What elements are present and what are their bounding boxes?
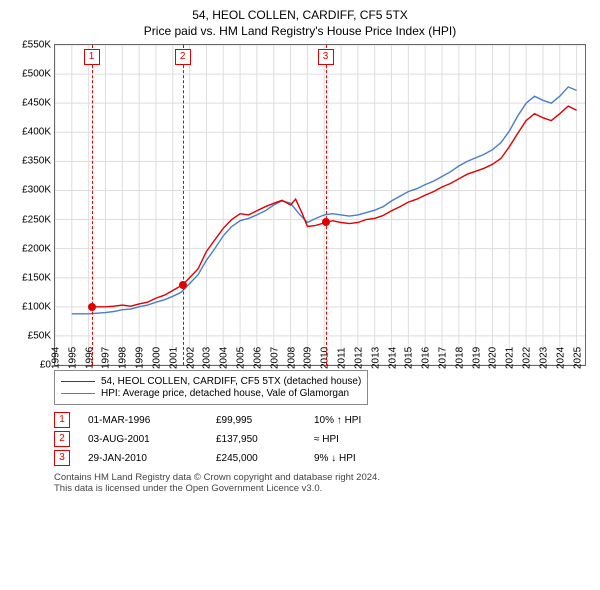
y-tick-label: £150K <box>22 272 55 283</box>
legend: 54, HEOL COLLEN, CARDIFF, CF5 5TX (detac… <box>54 370 368 405</box>
x-tick-label: 2010 <box>318 347 331 369</box>
legend-swatch <box>61 393 95 394</box>
x-tick-label: 2012 <box>351 347 364 369</box>
chart-container: £0£50K£100K£150K£200K£250K£300K£350K£400… <box>54 44 584 364</box>
transaction-point <box>88 303 96 311</box>
transaction-date: 29-JAN-2010 <box>88 453 198 464</box>
x-tick-label: 2024 <box>553 347 566 369</box>
transactions-table: 1 01-MAR-1996 £99,995 10% ↑ HPI 2 03-AUG-2001… <box>54 412 590 466</box>
x-tick-label: 2014 <box>385 347 398 369</box>
y-tick-label: £350K <box>22 156 55 167</box>
transaction-delta: 9% ↓ HPI <box>314 453 356 464</box>
transaction-marker-line <box>183 45 184 365</box>
y-tick-label: £300K <box>22 185 55 196</box>
transaction-row: 1 01-MAR-1996 £99,995 10% ↑ HPI <box>54 412 590 428</box>
x-tick-label: 2004 <box>217 347 230 369</box>
x-tick-label: 2022 <box>520 347 533 369</box>
x-tick-label: 2003 <box>200 347 213 369</box>
transaction-price: £137,950 <box>216 434 296 445</box>
x-tick-label: 2021 <box>503 347 516 369</box>
x-tick-label: 2007 <box>267 347 280 369</box>
transaction-row: 2 03-AUG-2001 £137,950 ≈ HPI <box>54 431 590 447</box>
x-tick-label: 2025 <box>570 347 583 369</box>
x-tick-label: 2016 <box>419 347 432 369</box>
transaction-row-marker: 3 <box>54 450 70 466</box>
transaction-delta: ≈ HPI <box>314 434 339 445</box>
y-tick-label: £50K <box>28 330 55 341</box>
chart-subtitle: Price paid vs. HM Land Registry's House … <box>10 24 590 38</box>
transaction-date: 01-MAR-1996 <box>88 415 198 426</box>
x-tick-label: 1994 <box>49 347 62 369</box>
transaction-row: 3 29-JAN-2010 £245,000 9% ↓ HPI <box>54 450 590 466</box>
legend-swatch <box>61 381 95 382</box>
x-tick-label: 2020 <box>486 347 499 369</box>
x-tick-label: 2015 <box>402 347 415 369</box>
x-tick-label: 2001 <box>166 347 179 369</box>
x-tick-label: 2018 <box>452 347 465 369</box>
transaction-date: 03-AUG-2001 <box>88 434 198 445</box>
transaction-price: £99,995 <box>216 415 296 426</box>
legend-item: 54, HEOL COLLEN, CARDIFF, CF5 5TX (detac… <box>61 376 361 387</box>
y-tick-label: £450K <box>22 98 55 109</box>
footer: Contains HM Land Registry data © Crown c… <box>54 472 590 494</box>
y-tick-label: £550K <box>22 40 55 51</box>
chart-title: 54, HEOL COLLEN, CARDIFF, CF5 5TX <box>10 8 590 22</box>
x-tick-label: 2006 <box>250 347 263 369</box>
x-tick-label: 2000 <box>149 347 162 369</box>
transaction-marker-label: 3 <box>318 49 334 65</box>
legend-item: HPI: Average price, detached house, Vale… <box>61 388 361 399</box>
transaction-row-marker: 2 <box>54 431 70 447</box>
x-tick-label: 2009 <box>301 347 314 369</box>
legend-label: HPI: Average price, detached house, Vale… <box>101 388 349 399</box>
x-tick-label: 1996 <box>82 347 95 369</box>
x-tick-label: 2008 <box>284 347 297 369</box>
x-tick-label: 2002 <box>183 347 196 369</box>
legend-label: 54, HEOL COLLEN, CARDIFF, CF5 5TX (detac… <box>101 376 361 387</box>
y-tick-label: £250K <box>22 214 55 225</box>
footer-line-2: This data is licensed under the Open Gov… <box>54 483 590 494</box>
transaction-delta: 10% ↑ HPI <box>314 415 361 426</box>
transaction-point <box>179 281 187 289</box>
x-tick-label: 1999 <box>133 347 146 369</box>
x-tick-label: 1995 <box>65 347 78 369</box>
y-tick-label: £100K <box>22 301 55 312</box>
plot-area: £0£50K£100K£150K£200K£250K£300K£350K£400… <box>54 44 586 366</box>
transaction-price: £245,000 <box>216 453 296 464</box>
plot-svg <box>55 45 585 365</box>
x-tick-label: 2019 <box>469 347 482 369</box>
transaction-marker-line <box>326 45 327 365</box>
x-tick-label: 2017 <box>435 347 448 369</box>
transaction-point <box>322 218 330 226</box>
transaction-marker-label: 1 <box>84 49 100 65</box>
y-tick-label: £500K <box>22 69 55 80</box>
x-tick-label: 2005 <box>234 347 247 369</box>
footer-line-1: Contains HM Land Registry data © Crown c… <box>54 472 590 483</box>
x-tick-label: 2013 <box>368 347 381 369</box>
x-tick-label: 1997 <box>99 347 112 369</box>
x-tick-label: 1998 <box>116 347 129 369</box>
transaction-row-marker: 1 <box>54 412 70 428</box>
y-tick-label: £200K <box>22 243 55 254</box>
transaction-marker-label: 2 <box>175 49 191 65</box>
transaction-marker-line <box>92 45 93 365</box>
x-tick-label: 2023 <box>536 347 549 369</box>
x-tick-label: 2011 <box>335 347 348 369</box>
y-tick-label: £400K <box>22 127 55 138</box>
